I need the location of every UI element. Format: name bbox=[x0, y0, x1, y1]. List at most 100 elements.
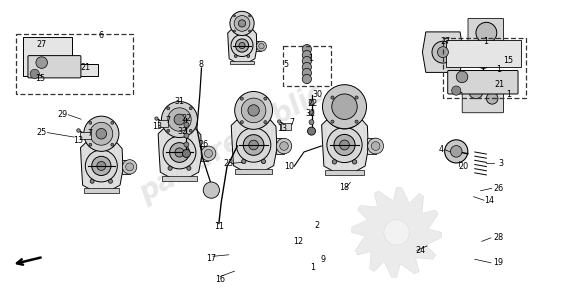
Text: 22: 22 bbox=[307, 99, 318, 108]
Circle shape bbox=[486, 93, 498, 104]
Circle shape bbox=[236, 39, 248, 52]
Circle shape bbox=[36, 57, 47, 68]
Circle shape bbox=[91, 156, 111, 176]
Bar bbox=[235, 169, 272, 174]
Circle shape bbox=[90, 179, 94, 183]
Text: 13: 13 bbox=[73, 136, 83, 145]
Text: 32: 32 bbox=[305, 109, 316, 118]
Circle shape bbox=[331, 120, 334, 123]
Bar bbox=[336, 108, 353, 122]
Polygon shape bbox=[228, 30, 257, 63]
Text: 21: 21 bbox=[494, 80, 504, 89]
Circle shape bbox=[249, 140, 258, 150]
Circle shape bbox=[234, 91, 273, 129]
Text: 12: 12 bbox=[293, 238, 303, 246]
Circle shape bbox=[469, 85, 483, 99]
Circle shape bbox=[340, 103, 349, 113]
Bar bbox=[230, 61, 254, 64]
Circle shape bbox=[248, 105, 259, 116]
Circle shape bbox=[84, 116, 119, 151]
Text: 28: 28 bbox=[493, 233, 503, 242]
Circle shape bbox=[261, 159, 266, 164]
Bar bbox=[16, 34, 133, 94]
Circle shape bbox=[122, 160, 137, 174]
Text: 25: 25 bbox=[36, 128, 47, 137]
Circle shape bbox=[336, 100, 353, 116]
Circle shape bbox=[175, 114, 184, 122]
Text: partsrepublic: partsrepublic bbox=[134, 79, 329, 207]
Text: 14: 14 bbox=[484, 196, 494, 205]
Polygon shape bbox=[231, 120, 277, 172]
Circle shape bbox=[163, 136, 196, 169]
Bar bbox=[325, 170, 364, 175]
Circle shape bbox=[30, 69, 39, 79]
Circle shape bbox=[184, 122, 189, 127]
Circle shape bbox=[230, 11, 254, 35]
Circle shape bbox=[108, 179, 112, 183]
Bar bbox=[201, 146, 208, 161]
Bar bbox=[172, 118, 187, 131]
Text: 31: 31 bbox=[174, 97, 185, 106]
Text: 30: 30 bbox=[312, 90, 323, 99]
Bar bbox=[256, 41, 262, 51]
Circle shape bbox=[277, 120, 281, 123]
Circle shape bbox=[248, 30, 251, 32]
Circle shape bbox=[170, 143, 189, 162]
Circle shape bbox=[438, 47, 448, 58]
Text: 24: 24 bbox=[415, 246, 426, 255]
Text: 1: 1 bbox=[506, 90, 511, 99]
Circle shape bbox=[243, 135, 264, 155]
Polygon shape bbox=[446, 40, 521, 67]
Bar bbox=[162, 176, 197, 181]
Bar bbox=[80, 132, 91, 139]
Circle shape bbox=[90, 122, 113, 145]
Text: 11: 11 bbox=[214, 222, 224, 231]
Circle shape bbox=[248, 15, 251, 17]
Text: 15: 15 bbox=[35, 74, 46, 83]
Text: 4: 4 bbox=[439, 145, 444, 154]
Circle shape bbox=[184, 142, 189, 147]
Circle shape bbox=[450, 146, 462, 157]
Text: 1: 1 bbox=[497, 65, 501, 74]
Bar bbox=[158, 120, 168, 127]
Text: 1: 1 bbox=[483, 37, 488, 46]
Circle shape bbox=[237, 17, 247, 27]
Circle shape bbox=[332, 97, 357, 122]
Circle shape bbox=[445, 140, 468, 163]
Circle shape bbox=[302, 50, 312, 60]
Text: 10: 10 bbox=[284, 162, 295, 171]
Circle shape bbox=[280, 142, 288, 150]
Circle shape bbox=[240, 121, 243, 124]
Circle shape bbox=[184, 133, 189, 138]
Bar bbox=[276, 138, 284, 154]
Text: 8: 8 bbox=[199, 60, 204, 69]
Bar bbox=[84, 188, 119, 193]
Circle shape bbox=[339, 104, 350, 115]
Circle shape bbox=[276, 138, 292, 154]
Circle shape bbox=[371, 142, 380, 150]
Circle shape bbox=[182, 150, 190, 157]
Circle shape bbox=[201, 146, 216, 161]
FancyBboxPatch shape bbox=[468, 18, 504, 47]
Text: 21: 21 bbox=[80, 63, 91, 72]
Circle shape bbox=[155, 117, 158, 120]
Text: 19: 19 bbox=[493, 258, 503, 267]
Circle shape bbox=[302, 68, 312, 78]
Circle shape bbox=[475, 51, 492, 68]
Circle shape bbox=[384, 220, 409, 245]
Polygon shape bbox=[423, 32, 463, 72]
Circle shape bbox=[302, 56, 312, 66]
Circle shape bbox=[203, 182, 219, 198]
Circle shape bbox=[309, 111, 314, 116]
Polygon shape bbox=[80, 143, 123, 191]
Polygon shape bbox=[351, 187, 442, 278]
Circle shape bbox=[85, 150, 118, 182]
Circle shape bbox=[241, 159, 246, 164]
Text: 29: 29 bbox=[57, 110, 68, 119]
Circle shape bbox=[302, 74, 312, 84]
Circle shape bbox=[355, 96, 358, 99]
Circle shape bbox=[325, 90, 364, 129]
Text: 27: 27 bbox=[36, 40, 47, 49]
Circle shape bbox=[126, 163, 134, 171]
Text: 15: 15 bbox=[503, 56, 514, 65]
